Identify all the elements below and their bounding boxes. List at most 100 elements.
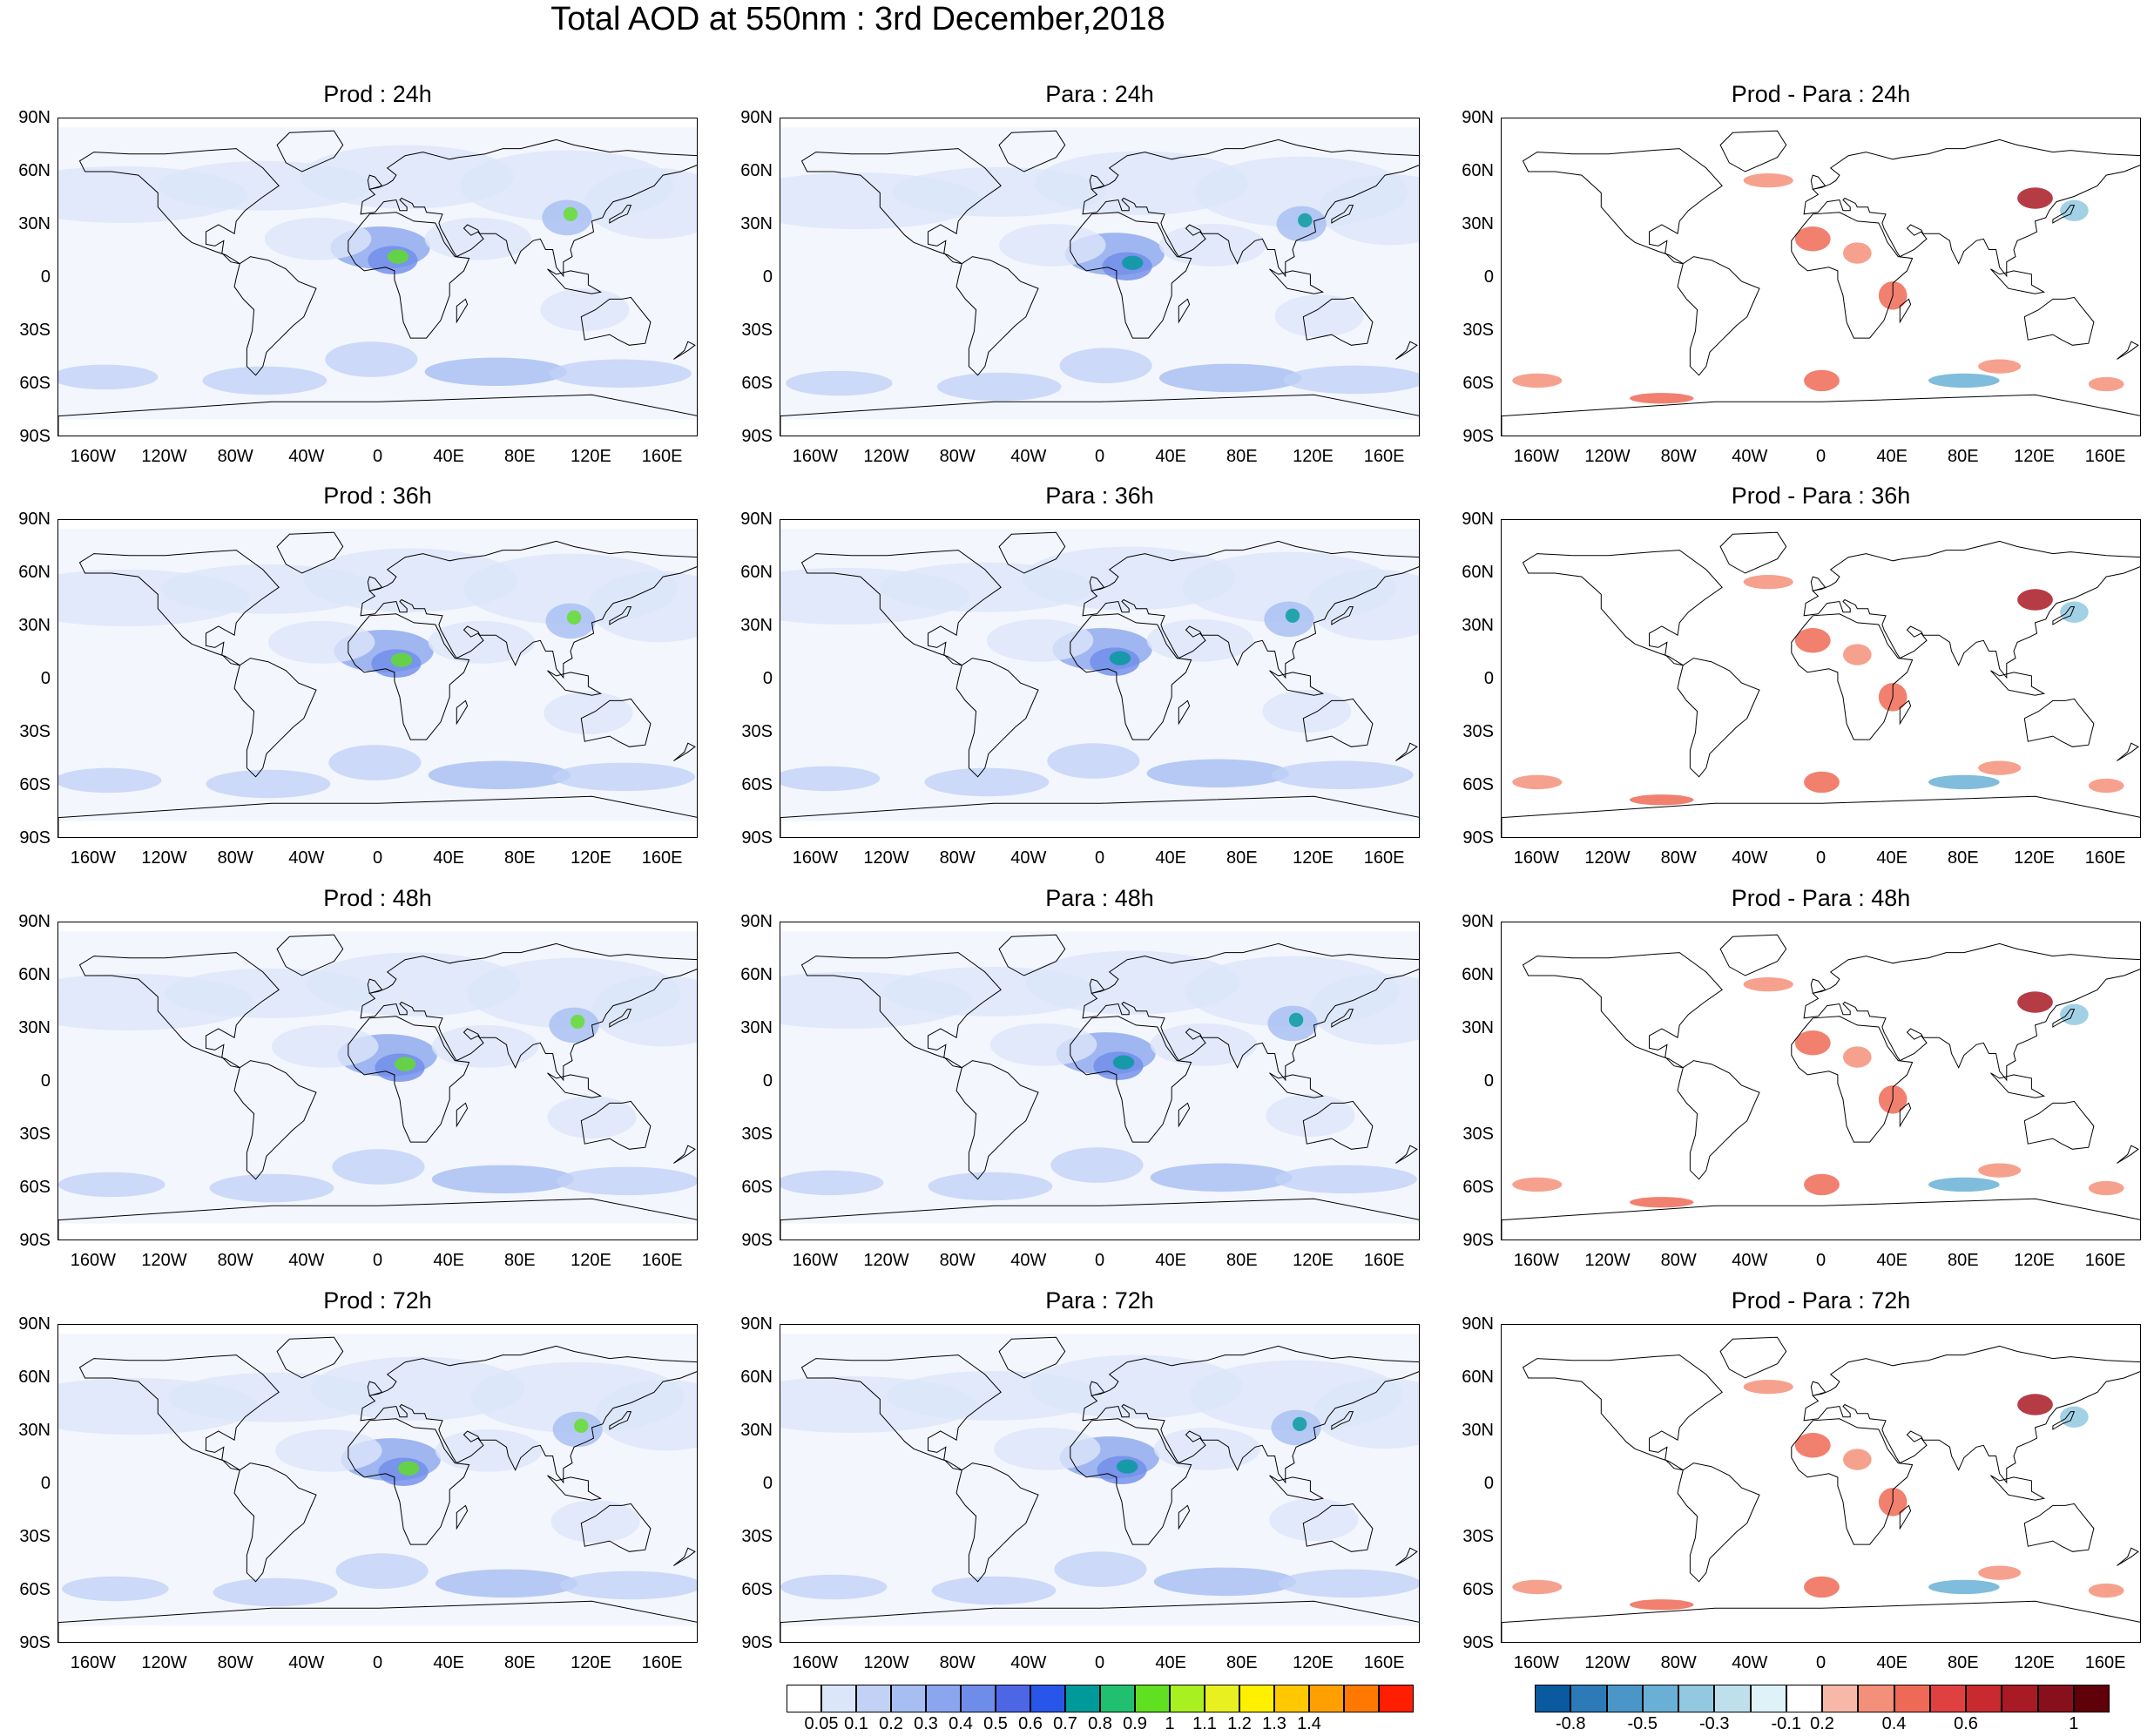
aod-patch — [394, 1057, 416, 1071]
panel-title-para: Para : 48h — [1045, 885, 1154, 911]
longitude-label: 120W — [1584, 848, 1631, 868]
coastline-japan — [609, 205, 632, 224]
coastline-australia — [580, 1100, 652, 1150]
coastline-antarctica — [58, 394, 697, 436]
colorbar-swatch — [1205, 1685, 1239, 1712]
map-canvas — [58, 1334, 697, 1642]
coastline-australia — [580, 1503, 652, 1552]
coastline-eurasia — [1082, 138, 1419, 278]
coastline-australia — [2023, 1100, 2095, 1150]
longitude-label: 80E — [1226, 1251, 1258, 1270]
difference-patch — [1743, 575, 1793, 590]
aod-patch — [272, 1024, 379, 1068]
latitude-label: 90S — [19, 828, 51, 848]
coastline-new-zealand — [2117, 1547, 2139, 1566]
coastline-australia — [1302, 296, 1374, 346]
colorbar-swatch — [1606, 1685, 1643, 1712]
longitude-label: 160W — [1513, 1251, 1559, 1270]
coastline-british-isles — [1810, 978, 1827, 994]
aod-patch — [547, 1096, 637, 1139]
difference-patch — [1804, 1576, 1840, 1598]
longitude-label: 80W — [1660, 447, 1697, 466]
difference-patch — [2088, 778, 2124, 794]
aod-patch — [1269, 1498, 1359, 1542]
aod-patch — [213, 1577, 338, 1607]
longitude-label: 80W — [939, 1653, 976, 1672]
latitude-label: 30N — [18, 214, 51, 233]
aod-patch — [994, 1427, 1101, 1470]
latitude-label: 60S — [741, 374, 773, 393]
longitude-label: 40E — [1876, 848, 1908, 868]
longitude-label: 160W — [70, 447, 116, 466]
longitude-label: 40W — [1010, 1251, 1047, 1270]
coastline-japan — [2052, 205, 2076, 224]
coastline-indonesia — [547, 268, 603, 294]
coastline-new-zealand — [2117, 1145, 2139, 1164]
longitude-label: 160E — [641, 1251, 683, 1270]
latitude-label: 0 — [1483, 267, 1494, 287]
coastline-greenland — [276, 1336, 344, 1379]
colorbar-swatch — [1135, 1685, 1170, 1712]
difference-patch — [1928, 1177, 2000, 1192]
coastline-antarctica — [58, 795, 697, 837]
coastline-indonesia — [1990, 670, 2046, 696]
difference-patch — [1794, 226, 1831, 252]
panel-title-diff: Prod - Para : 24h — [1731, 81, 1911, 107]
longitude-label: 80E — [1226, 848, 1258, 868]
aod-patch — [1112, 1055, 1135, 1070]
longitude-label: 160E — [641, 1653, 683, 1672]
longitude-label: 80W — [217, 447, 253, 466]
coastline-japan — [2052, 1009, 2076, 1028]
coastline-eurasia — [1082, 942, 1419, 1082]
latitude-label: 90N — [740, 912, 773, 931]
coastline-australia — [580, 698, 652, 747]
aod-patch — [58, 767, 162, 794]
colorbar-swatch — [1065, 1685, 1100, 1712]
coastline-south-america — [233, 1462, 317, 1583]
coastline-africa — [348, 1016, 470, 1143]
coastline-africa — [348, 212, 470, 339]
colorbar-swatch — [996, 1685, 1030, 1712]
aod-patch — [325, 341, 418, 377]
difference-patch — [2060, 1406, 2089, 1428]
longitude-label: 120E — [1293, 1251, 1334, 1270]
difference-patch — [1743, 1380, 1793, 1395]
aod-patch — [549, 359, 692, 388]
coastline-north-america — [1522, 148, 1723, 265]
longitude-label: 0 — [1094, 1653, 1105, 1672]
coastline-eurasia — [1803, 942, 2140, 1082]
latitude-label: 0 — [40, 267, 51, 287]
aod-patch — [206, 769, 331, 799]
aod-patch — [300, 145, 514, 209]
longitude-label: 0 — [1815, 848, 1827, 868]
longitude-label: 120W — [863, 1653, 909, 1672]
colorbar-tick-label: -0.8 — [1556, 1714, 1586, 1733]
latitude-label: 90N — [18, 912, 51, 931]
longitude-label: 160W — [1513, 447, 1559, 466]
aod-patch — [588, 571, 697, 643]
aod-patch — [1122, 255, 1144, 270]
map-canvas — [780, 931, 1419, 1240]
aod-patch — [1146, 618, 1254, 662]
aod-patch — [267, 620, 375, 664]
difference-patch — [1743, 173, 1793, 188]
longitude-label: 160W — [792, 447, 838, 466]
aod-patch — [1146, 759, 1289, 788]
coastline-british-isles — [1810, 576, 1827, 591]
latitude-label: 0 — [40, 669, 51, 688]
coastline-madagascar — [456, 1504, 469, 1530]
latitude-label: 30N — [18, 1018, 51, 1037]
coastline-japan — [609, 1009, 632, 1028]
longitude-label: 160E — [1363, 1251, 1405, 1270]
colorbar-swatch — [1894, 1685, 1930, 1712]
aod-patch — [1274, 1165, 1417, 1194]
colorbar-swatch — [1642, 1685, 1678, 1712]
coastline-indonesia — [1990, 1072, 2046, 1098]
panel-title-prod: Prod : 48h — [323, 885, 432, 911]
coastline-africa — [348, 613, 470, 740]
latitude-label: 60N — [18, 161, 51, 180]
coastline-british-isles — [367, 978, 383, 994]
latitude-label: 30S — [19, 321, 51, 340]
coastline-greenland — [1719, 934, 1787, 976]
coastline-antarctica — [58, 1600, 697, 1642]
